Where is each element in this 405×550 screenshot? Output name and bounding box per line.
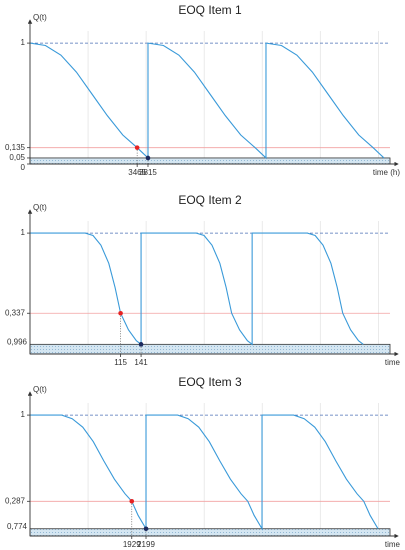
- q-curve: [30, 414, 379, 531]
- x-axis-label: time: [385, 358, 401, 367]
- chart-title: EOQ Item 3: [178, 375, 242, 389]
- x-tick-label: 141: [134, 358, 148, 367]
- y-tick-label: 0,287: [5, 496, 26, 505]
- y-tick-label: 1: [21, 410, 26, 419]
- y-axis-label: Q(t): [33, 385, 47, 394]
- x-axis-label: time (h): [373, 168, 400, 177]
- band-dots: [29, 343, 391, 355]
- x-tick-label: 1929: [123, 540, 141, 549]
- marker: [129, 498, 135, 504]
- q-curve: [30, 232, 364, 346]
- y-tick-label: 0: [21, 163, 26, 172]
- y-axis-label: Q(t): [33, 203, 47, 212]
- marker: [138, 342, 144, 347]
- y-tick-label: 0,135: [5, 143, 26, 152]
- chart-title: EOQ Item 1: [178, 3, 242, 17]
- x-tick-label: 2199: [137, 540, 155, 549]
- annotation: 0,996: [7, 337, 28, 346]
- band-dots: [29, 157, 391, 165]
- q-curve: [29, 42, 385, 160]
- marker: [145, 155, 151, 161]
- y-tick-label: 1: [21, 228, 26, 237]
- y-axis-label: Q(t): [33, 13, 47, 22]
- x-tick-label: 115: [114, 358, 127, 367]
- annotation: 0,774: [7, 522, 28, 531]
- marker: [143, 526, 149, 532]
- marker: [134, 145, 140, 150]
- x-tick-label: 3465: [128, 168, 146, 177]
- y-tick-label: 1: [21, 38, 26, 47]
- chart-title: EOQ Item 2: [178, 193, 242, 207]
- x-tick-label: 3815: [139, 168, 157, 177]
- x-axis-label: time: [385, 540, 401, 549]
- band-dots: [29, 528, 391, 537]
- y-tick-label: 0,05: [9, 153, 25, 162]
- y-tick-label: 0,337: [5, 308, 26, 317]
- marker: [118, 310, 123, 316]
